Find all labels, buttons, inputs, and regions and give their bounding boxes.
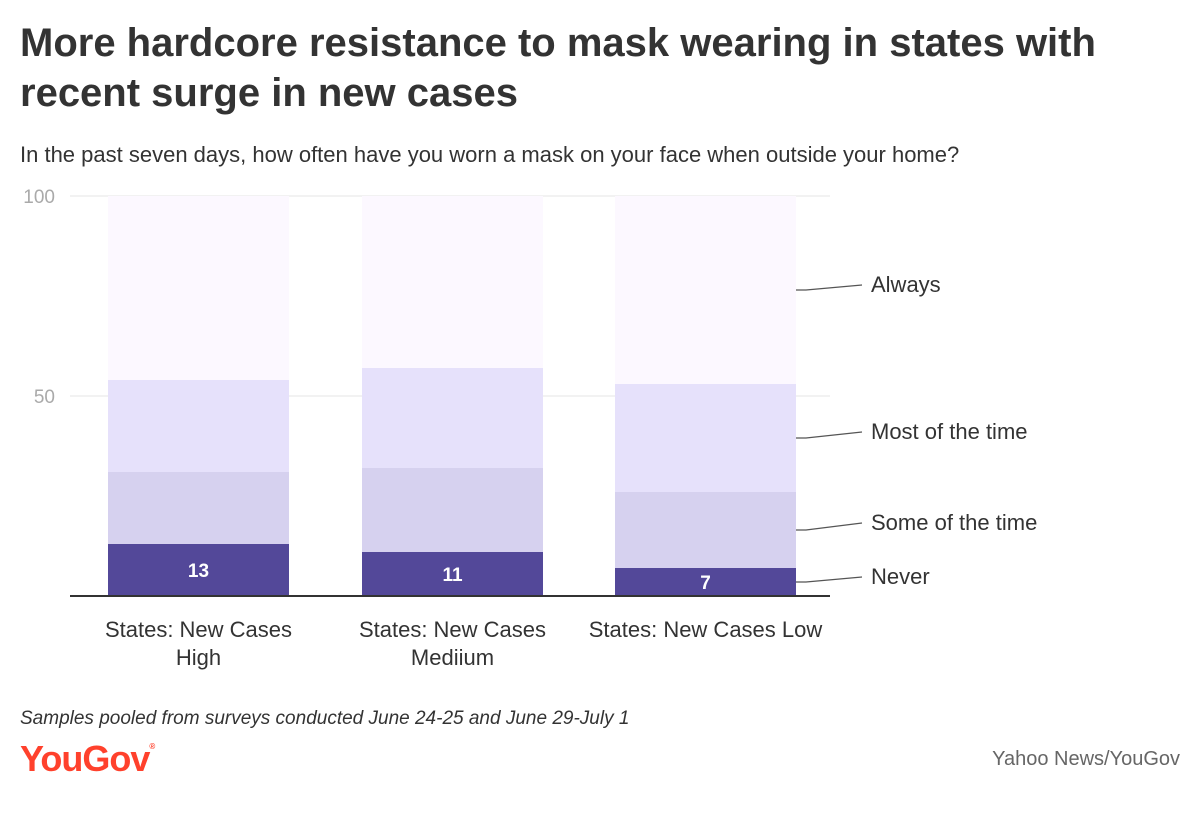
bar-segment-never <box>615 568 796 596</box>
bar-segment-most-of-the-time <box>108 380 289 472</box>
bar-segment-some-of-the-time <box>615 492 796 568</box>
legend-leader-line <box>796 431 863 439</box>
source-credit: Yahoo News/YouGov <box>992 748 1180 770</box>
bar-segment-some-of-the-time <box>362 468 543 552</box>
chart-subtitle: In the past seven days, how often have y… <box>20 142 960 167</box>
bar-segment-most-of-the-time <box>362 368 543 468</box>
footnote: Samples pooled from surveys conducted Ju… <box>20 708 630 729</box>
x-tick-label-line: States: New Cases Low <box>589 617 823 642</box>
x-tick-label-line: High <box>176 645 221 670</box>
bar-segment-some-of-the-time <box>108 472 289 544</box>
bar-segment-never <box>362 552 543 596</box>
chart-title: More hardcore resistance to mask wearing… <box>20 21 1096 115</box>
bar-segment-always <box>108 196 289 380</box>
x-tick-label: States: New Cases Low <box>589 617 823 642</box>
legend-leader-line <box>796 576 863 583</box>
bar-segment-never <box>108 544 289 596</box>
legend-label: Most of the time <box>871 419 1028 444</box>
yougov-logo: YouGov® <box>20 738 155 780</box>
registered-mark: ® <box>149 742 156 751</box>
x-tick-label-line: States: New Cases <box>105 617 292 642</box>
data-label: 13 <box>188 561 209 582</box>
brand-name: YouGov <box>20 738 150 779</box>
legend-label: Never <box>871 564 930 589</box>
x-tick-label-line: States: New Cases <box>359 617 546 642</box>
legend-label: Always <box>871 272 941 297</box>
y-tick-label: 100 <box>23 187 55 208</box>
legend-leader-line <box>796 522 863 531</box>
legend-label: Some of the time <box>871 510 1037 535</box>
bar-segment-most-of-the-time <box>615 384 796 492</box>
bar-segment-always <box>362 196 543 368</box>
x-tick-label: States: New Cases High <box>105 617 292 670</box>
y-tick-label: 50 <box>34 387 55 408</box>
data-label: 11 <box>442 565 463 586</box>
data-label: 7 <box>700 573 711 594</box>
x-tick-label-line: Mediium <box>411 645 494 670</box>
x-tick-label: States: New Cases Mediium <box>359 617 546 670</box>
legend-leader-line <box>796 284 863 291</box>
bar-segment-always <box>615 196 796 384</box>
